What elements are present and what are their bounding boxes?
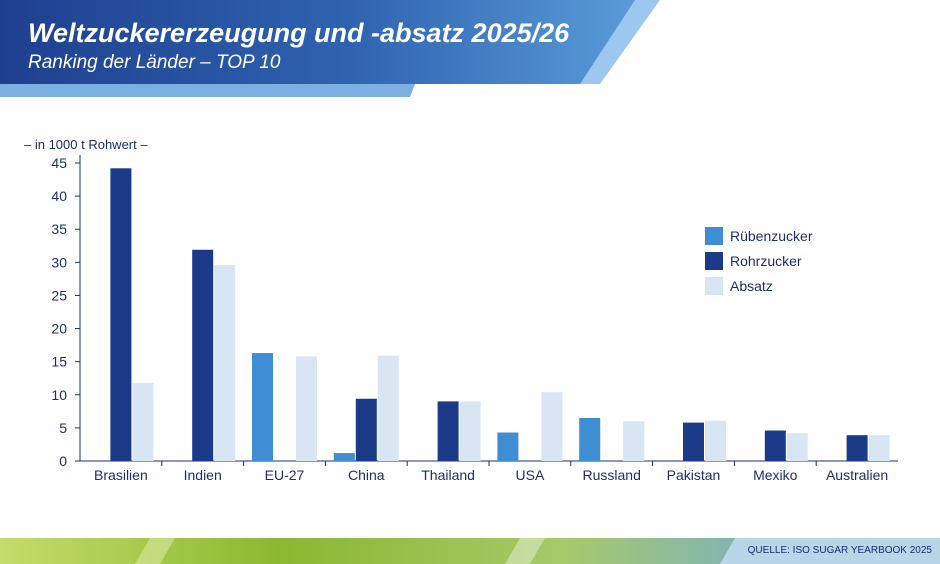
bar — [296, 356, 317, 461]
x-tick-label: Brasilien — [94, 467, 148, 483]
bars-layer — [110, 168, 890, 461]
bar — [355, 398, 377, 461]
bar — [786, 433, 808, 461]
y-tick-label: 20 — [51, 321, 67, 337]
y-tick-label: 0 — [59, 453, 67, 469]
bar — [214, 264, 236, 461]
bar — [110, 168, 132, 461]
bar — [541, 392, 563, 461]
x-tick-label: USA — [516, 467, 545, 483]
legend-label: Rohrzucker — [730, 253, 802, 269]
bar-chart: 0 5 10 15 20 25 30 35 40 45 Brasilien Indien EU-27 Ch… — [51, 155, 898, 483]
legend-swatch — [705, 252, 723, 270]
legend-swatch — [705, 277, 723, 295]
y-tick-label: 35 — [51, 221, 67, 237]
footer-stripe — [505, 538, 545, 564]
bar — [764, 430, 786, 461]
unit-label: – in 1000 t Rohwert – — [24, 137, 148, 152]
bar — [579, 417, 601, 461]
x-tick-label: Australien — [826, 467, 888, 483]
labels-layer: 0 5 10 15 20 25 30 35 40 45 Brasilien Indien EU-27 Ch… — [51, 155, 888, 483]
bar — [333, 453, 355, 461]
x-tick-label: EU-27 — [265, 467, 305, 483]
legend-swatch — [705, 227, 723, 245]
bar — [192, 249, 214, 461]
y-tick-label: 10 — [51, 387, 67, 403]
header-accent-strip — [0, 84, 415, 97]
bar — [132, 382, 154, 461]
y-tick-label: 5 — [59, 420, 67, 436]
bar — [252, 353, 273, 461]
bar — [377, 355, 399, 461]
x-tick-label: Mexiko — [753, 467, 798, 483]
footer-source-panel — [720, 538, 940, 564]
page-subtitle: Ranking der Länder – TOP 10 — [28, 52, 281, 73]
x-tick-label: Pakistan — [667, 467, 721, 483]
bar — [459, 401, 481, 461]
legend-label: Rübenzucker — [730, 228, 813, 244]
bar — [497, 432, 519, 461]
source-note: QUELLE: ISO SUGAR YEARBOOK 2025 — [747, 545, 932, 556]
y-tick-label: 45 — [51, 155, 67, 171]
legend-label: Absatz — [730, 278, 773, 294]
x-tick-label: China — [348, 467, 385, 483]
footer-band — [0, 538, 940, 564]
bar — [846, 435, 868, 461]
x-tick-label: Thailand — [421, 467, 475, 483]
x-tick-label: Russland — [583, 467, 641, 483]
bar — [868, 435, 890, 461]
y-tick-label: 40 — [51, 188, 67, 204]
y-tick-label: 25 — [51, 287, 67, 303]
footer-stripe — [135, 538, 175, 564]
bar — [437, 401, 459, 461]
y-tick-label: 15 — [51, 354, 67, 370]
y-tick-label: 30 — [51, 254, 67, 270]
page-title: Weltzuckererzeugung und -absatz 2025/26 — [28, 18, 570, 48]
bar — [623, 421, 645, 461]
bar — [705, 420, 726, 461]
x-tick-label: Indien — [184, 467, 222, 483]
legend: Rübenzucker Rohrzucker Absatz — [705, 227, 813, 295]
bar — [683, 422, 704, 461]
header-banner — [0, 0, 660, 97]
header-background — [0, 0, 635, 84]
